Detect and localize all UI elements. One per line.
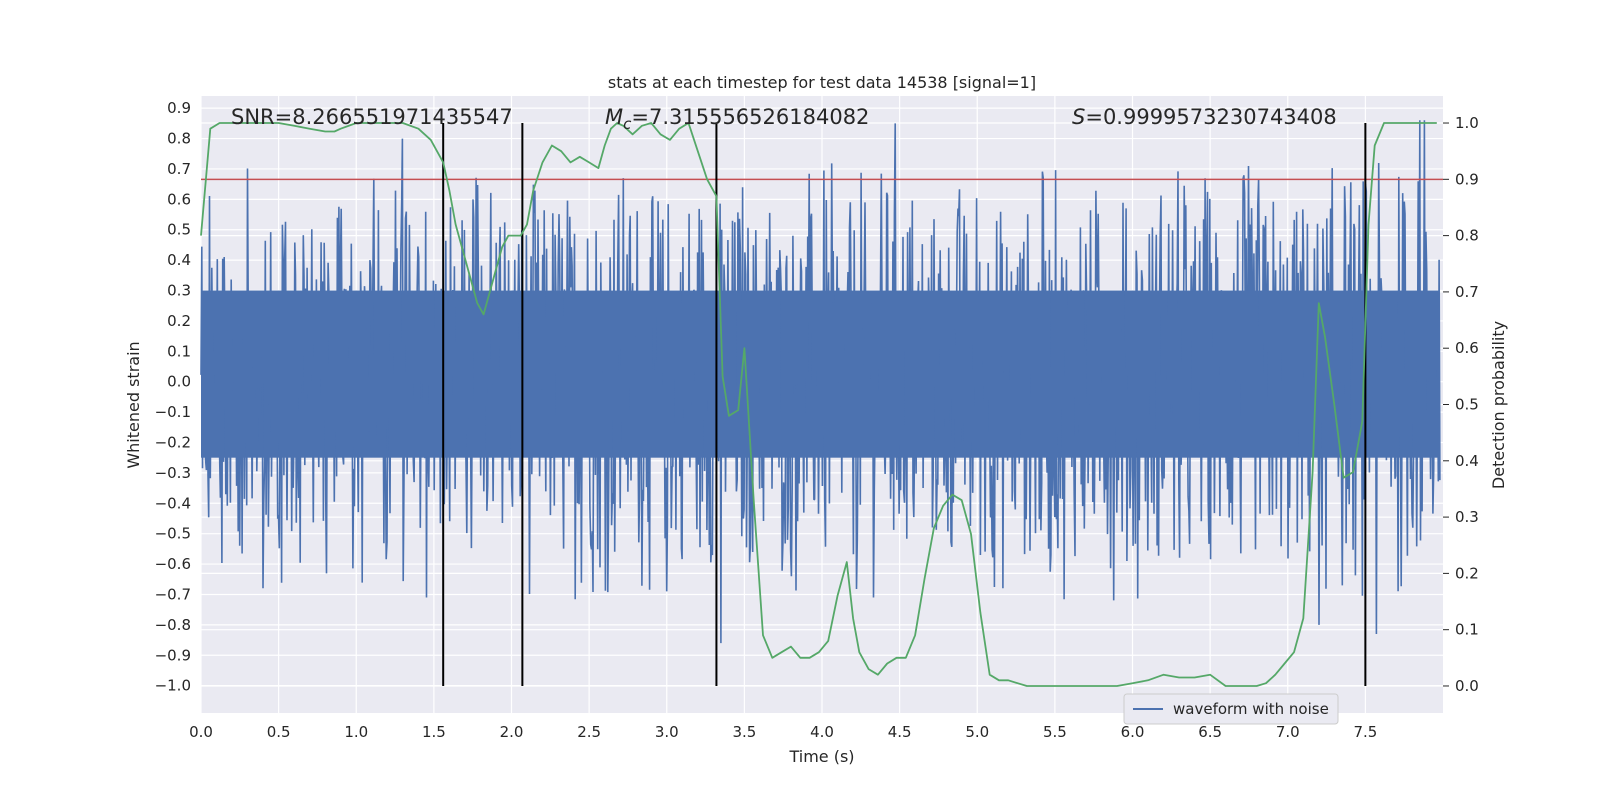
x-tick-label: 6.5 <box>1198 723 1222 741</box>
y-tick-label: 0.4 <box>167 251 191 269</box>
y-tick-label: 0.0 <box>167 373 191 391</box>
y2-tick-label: 0.5 <box>1455 396 1479 414</box>
x-tick-label: 6.0 <box>1121 723 1145 741</box>
x-tick-label: 7.0 <box>1276 723 1300 741</box>
y2-tick-label: 0.8 <box>1455 227 1479 245</box>
waveform-line <box>200 120 1441 644</box>
y-tick-label: −0.3 <box>155 464 191 482</box>
chirp-mass-annotation: Mc=7.315556526184082 <box>605 105 869 133</box>
y-axis-label: Whitened strain <box>124 341 143 468</box>
x-tick-label: 0.5 <box>267 723 291 741</box>
y2-tick-label: 1.0 <box>1455 114 1479 132</box>
snr-annotation: SNR=8.266551971435547 <box>231 105 513 129</box>
y2-tick-label: 0.3 <box>1455 508 1479 526</box>
y-tick-label: 0.3 <box>167 282 191 300</box>
y2-tick-label: 0.9 <box>1455 170 1479 188</box>
x-tick-label: 7.5 <box>1353 723 1377 741</box>
score-value: =0.9999573230743408 <box>1085 105 1336 129</box>
score-annotation: S=0.9999573230743408 <box>1072 105 1337 129</box>
chirp-mass-symbol: M <box>605 105 623 129</box>
y-tick-label: −0.7 <box>155 585 191 603</box>
x-axis-ticks: 0.0 0.5 1.0 1.5 2.0 2.5 3.0 3.5 4.0 4.5 5.0 5.5 6.0 6… <box>189 723 1377 741</box>
y2-tick-label: 0.6 <box>1455 339 1479 357</box>
x-tick-label: 4.0 <box>810 723 834 741</box>
legend: waveform with noise <box>1123 693 1339 725</box>
y-tick-label: 0.2 <box>167 312 191 330</box>
y2-tick-label: 0.0 <box>1455 677 1479 695</box>
y-tick-label: −0.4 <box>155 494 191 512</box>
y-tick-label: −0.1 <box>155 403 191 421</box>
chirp-mass-value: =7.315556526184082 <box>631 105 869 129</box>
score-symbol: S <box>1072 105 1085 129</box>
x-tick-label: 5.5 <box>1043 723 1067 741</box>
y-tick-label: −0.8 <box>155 616 191 634</box>
y2-tick-label: 0.7 <box>1455 283 1479 301</box>
y2-axis-ticks: 0.0 0.1 0.2 0.3 0.4 0.5 0.6 0.7 0.8 0.9 1.0 <box>1443 114 1479 695</box>
y-tick-label: 0.9 <box>167 99 191 117</box>
y-tick-label: 0.5 <box>167 221 191 239</box>
y2-tick-label: 0.1 <box>1455 621 1479 639</box>
x-tick-label: 5.0 <box>965 723 989 741</box>
y2-tick-label: 0.4 <box>1455 452 1479 470</box>
y-tick-label: −0.9 <box>155 646 191 664</box>
x-tick-label: 3.5 <box>732 723 756 741</box>
x-axis-label: Time (s) <box>788 747 854 766</box>
y2-axis-label: Detection probability <box>1489 321 1508 489</box>
detection-probability-line <box>200 122 1437 687</box>
y2-tick-label: 0.2 <box>1455 564 1479 582</box>
chirp-mass-subscript: c <box>623 115 632 133</box>
legend-box <box>1123 693 1339 725</box>
y-tick-label: −0.6 <box>155 555 191 573</box>
x-tick-label: 1.0 <box>344 723 368 741</box>
y-tick-label: −1.0 <box>155 677 191 695</box>
y-tick-label: −0.2 <box>155 433 191 451</box>
x-tick-label: 3.0 <box>655 723 679 741</box>
y-axis-ticks: 0.9 0.8 0.7 0.6 0.5 0.4 0.3 0.2 0.1 0.0 −0.1 −0.2 −0… <box>155 99 191 694</box>
y-tick-label: 0.8 <box>167 130 191 148</box>
x-tick-label: 2.5 <box>577 723 601 741</box>
y-tick-label: 0.7 <box>167 160 191 178</box>
x-tick-label: 0.0 <box>189 723 213 741</box>
x-tick-label: 2.0 <box>500 723 524 741</box>
legend-label: waveform with noise <box>1173 700 1329 718</box>
waveform-series <box>200 120 1441 644</box>
y-tick-label: −0.5 <box>155 525 191 543</box>
x-tick-label: 1.5 <box>422 723 446 741</box>
y-tick-label: 0.1 <box>167 342 191 360</box>
y-tick-label: 0.6 <box>167 190 191 208</box>
chart-title: stats at each timestep for test data 145… <box>608 73 1036 92</box>
x-tick-label: 4.5 <box>888 723 912 741</box>
